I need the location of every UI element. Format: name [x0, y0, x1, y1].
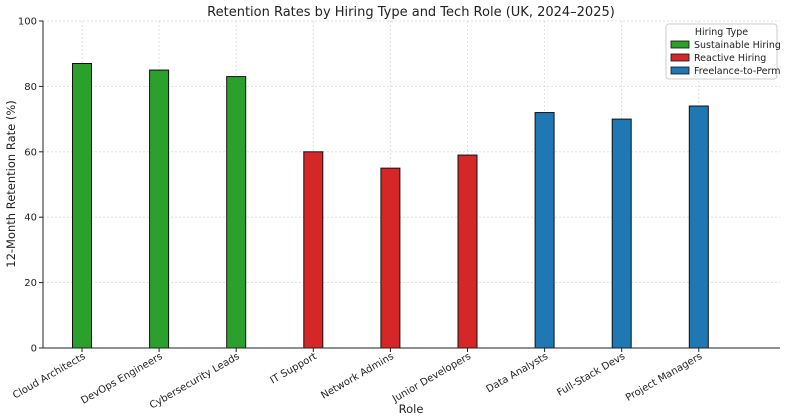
bar-data-analysts — [534, 112, 555, 349]
legend: Hiring Type Sustainable Hiring Reactive Hi… — [665, 23, 781, 80]
y-tick-label: 40 — [24, 213, 37, 224]
axes-group — [42, 21, 780, 349]
legend-swatch — [670, 66, 690, 75]
x-tick-label: IT Support — [268, 351, 318, 386]
bar-cybersecurity-leads — [226, 76, 247, 349]
x-axis-title: Role — [399, 402, 424, 416]
legend-title: Hiring Type — [695, 27, 748, 38]
chart-title: Retention Rates by Hiring Type and Tech … — [207, 5, 615, 20]
y-axis-title: 12-Month Retention Rate (%) — [4, 100, 18, 268]
x-tick-label: Network Admins — [319, 351, 396, 402]
y-tick-label: 60 — [24, 147, 37, 158]
legend-entry-label: Reactive Hiring — [694, 53, 766, 64]
x-tick-label: Junior Developers — [390, 351, 473, 405]
legend-box — [665, 23, 778, 80]
legend-entry-label: Freelance-to-Perm — [694, 66, 781, 77]
x-tick-label: Cloud Architects — [11, 351, 87, 401]
y-tick-label: 0 — [31, 344, 37, 355]
y-tick-labels: 0 20 40 60 80 100 — [18, 17, 43, 355]
x-tick-label: Project Managers — [624, 351, 704, 404]
y-tick-label: 100 — [18, 17, 37, 28]
x-tick-label: DevOps Engineers — [79, 351, 164, 407]
bar-full-stack-devs — [611, 118, 632, 349]
y-tick-label: 20 — [24, 278, 37, 289]
legend-swatch — [670, 40, 690, 49]
x-tick-label: Data Analysts — [484, 351, 550, 395]
x-tick-label: Full-Stack Devs — [555, 351, 627, 399]
bar-cloud-architects — [72, 63, 92, 349]
y-tick-label: 80 — [24, 82, 37, 93]
bar-devops-engineers — [149, 69, 170, 349]
bar-network-admins — [380, 167, 401, 349]
legend-swatch — [670, 53, 690, 62]
bar-it-support — [303, 151, 324, 349]
legend-entry-label: Sustainable Hiring — [694, 40, 781, 51]
bar-project-managers — [688, 105, 709, 349]
bar-junior-developers — [457, 154, 478, 349]
